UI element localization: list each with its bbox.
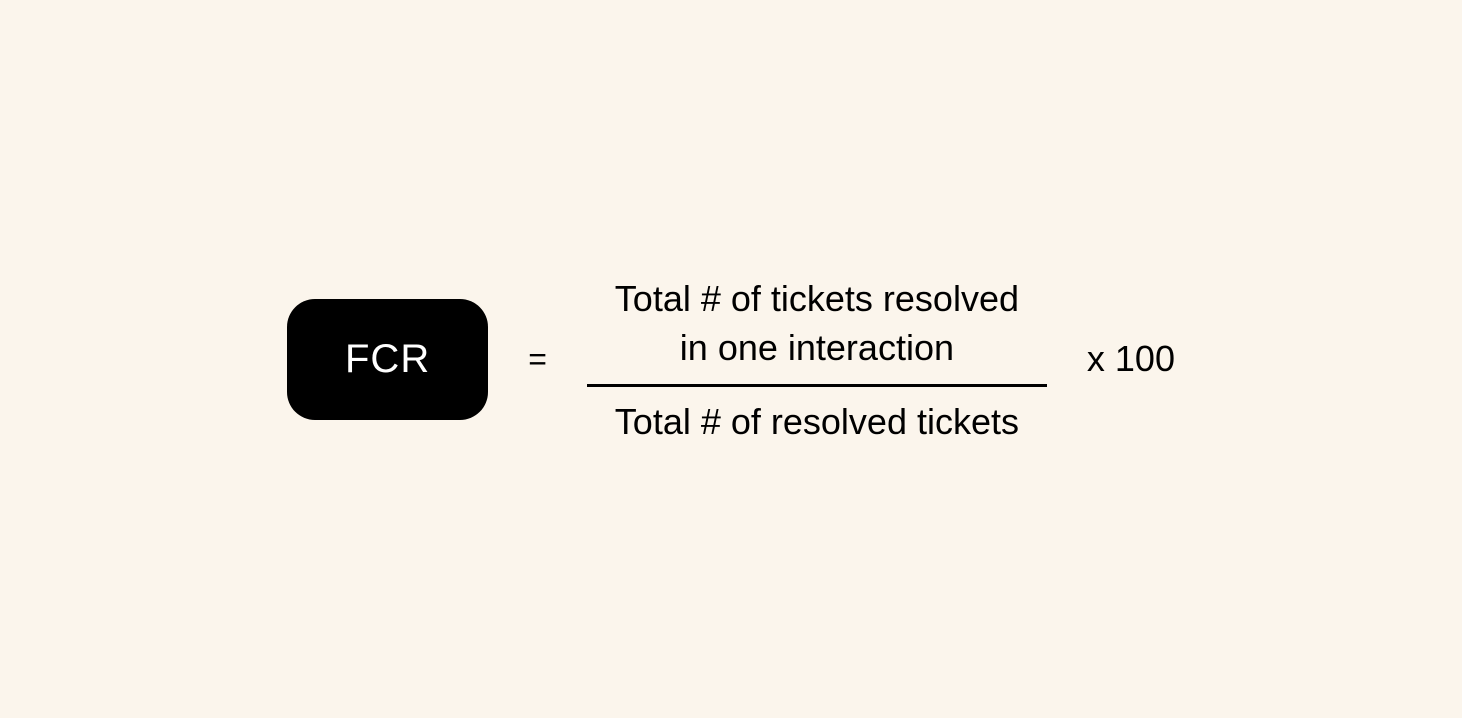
fcr-badge: FCR	[287, 299, 488, 420]
denominator: Total # of resolved tickets	[615, 387, 1019, 443]
numerator: Total # of tickets resolved in one inter…	[615, 275, 1019, 384]
fcr-formula: FCR = Total # of tickets resolved in one…	[287, 275, 1175, 443]
numerator-line-1: Total # of tickets resolved	[615, 275, 1019, 324]
numerator-line-2: in one interaction	[615, 324, 1019, 373]
equals-sign: =	[528, 341, 547, 378]
badge-label: FCR	[345, 337, 430, 381]
multiplier: x 100	[1087, 338, 1175, 380]
fraction: Total # of tickets resolved in one inter…	[587, 275, 1047, 443]
